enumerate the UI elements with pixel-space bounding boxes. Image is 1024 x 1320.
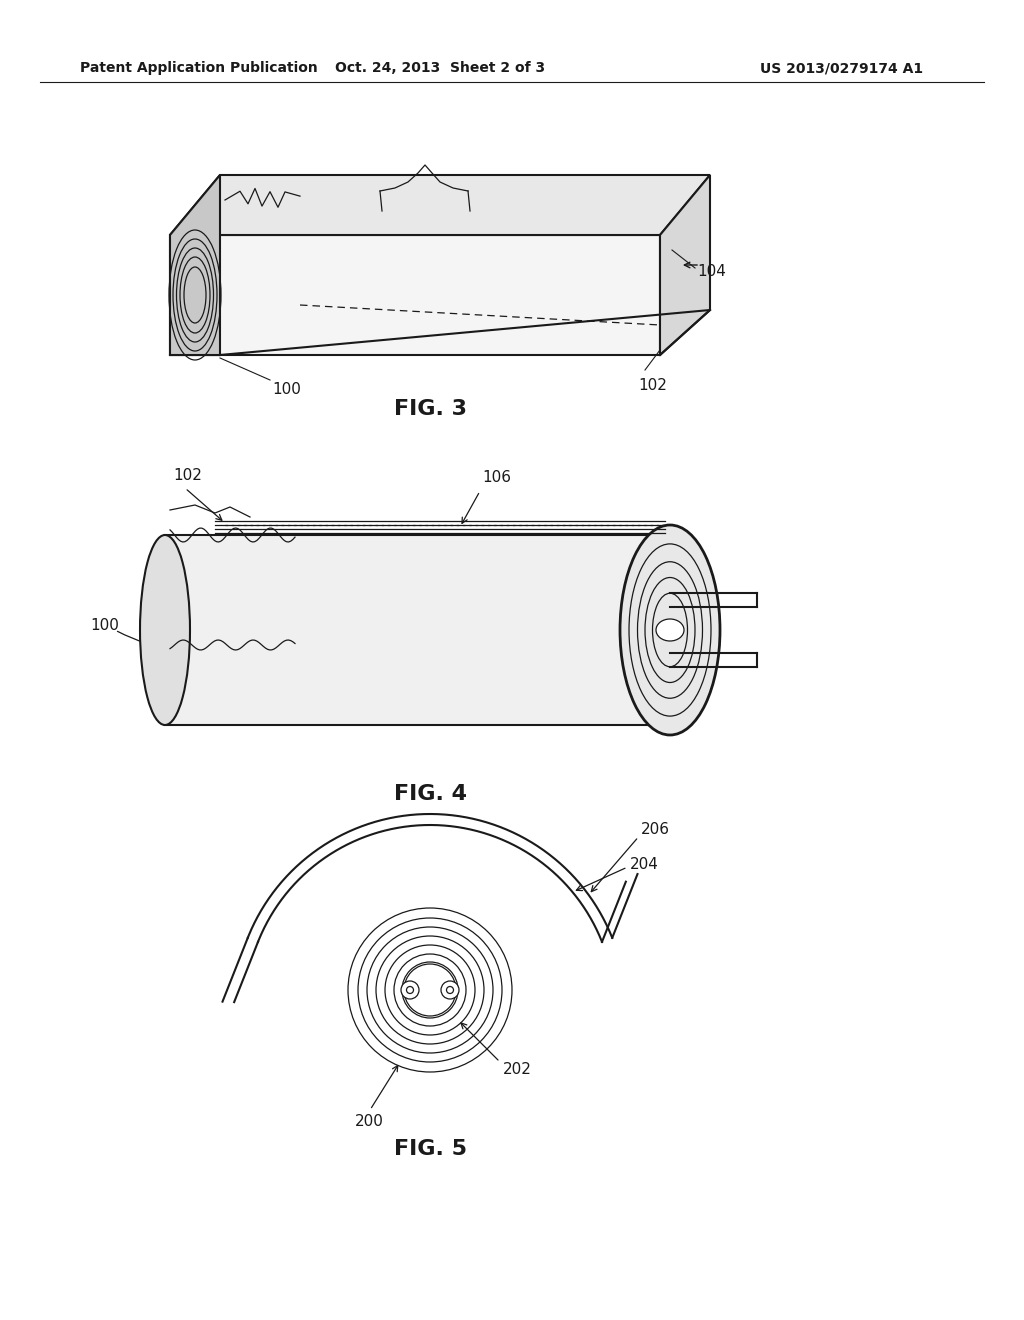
Ellipse shape — [407, 986, 414, 994]
Text: 102: 102 — [173, 467, 202, 483]
Polygon shape — [170, 176, 220, 355]
Polygon shape — [170, 235, 660, 355]
Text: Oct. 24, 2013  Sheet 2 of 3: Oct. 24, 2013 Sheet 2 of 3 — [335, 61, 545, 75]
Text: 100: 100 — [272, 381, 301, 397]
Ellipse shape — [446, 986, 454, 994]
Ellipse shape — [140, 535, 190, 725]
Ellipse shape — [401, 981, 419, 999]
Polygon shape — [165, 535, 670, 725]
Text: 104: 104 — [697, 264, 726, 280]
Ellipse shape — [441, 981, 459, 999]
Text: 102: 102 — [638, 378, 667, 393]
Ellipse shape — [656, 619, 684, 642]
Ellipse shape — [404, 964, 456, 1016]
Text: 200: 200 — [355, 1114, 384, 1130]
Text: Patent Application Publication: Patent Application Publication — [80, 61, 317, 75]
Text: US 2013/0279174 A1: US 2013/0279174 A1 — [760, 61, 923, 75]
Text: 204: 204 — [630, 857, 658, 871]
Polygon shape — [660, 176, 710, 355]
Text: FIG. 3: FIG. 3 — [393, 399, 467, 418]
Text: 202: 202 — [503, 1063, 531, 1077]
Text: FIG. 4: FIG. 4 — [393, 784, 467, 804]
Ellipse shape — [620, 525, 720, 735]
Text: 206: 206 — [641, 822, 670, 837]
Text: 106: 106 — [482, 470, 511, 486]
Text: 100: 100 — [90, 618, 119, 632]
Polygon shape — [170, 176, 710, 235]
Text: FIG. 5: FIG. 5 — [393, 1139, 467, 1159]
